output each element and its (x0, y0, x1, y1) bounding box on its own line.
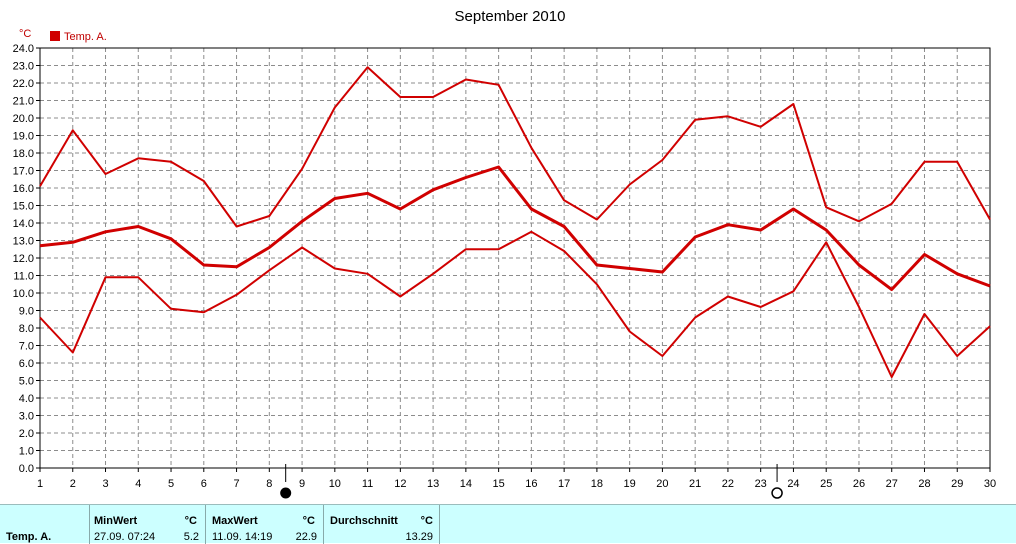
chart-title: September 2010 (455, 8, 566, 25)
y-tick-label: 15.0 (13, 201, 34, 213)
x-tick-label: 27 (886, 478, 898, 490)
y-tick-label: 11.0 (13, 271, 34, 283)
min-value: 5.2 (183, 531, 199, 543)
stats-avg-cell: Durchschnitt °C 13.29 (324, 505, 440, 544)
x-tick-label: 21 (689, 478, 701, 490)
y-tick-label: 0.0 (19, 463, 34, 475)
x-tick-label: 19 (624, 478, 636, 490)
stats-row-label: Temp. A. (6, 531, 52, 543)
y-tick-label: 9.0 (19, 306, 34, 318)
stats-max-cell: MaxWert °C 11.09. 14:19 22.9 (206, 505, 324, 544)
new-moon-icon (280, 487, 292, 499)
y-tick-label: 3.0 (19, 411, 34, 423)
x-tick-label: 9 (299, 478, 305, 490)
x-tick-label: 7 (233, 478, 239, 490)
y-tick-label: 1.0 (19, 446, 34, 458)
x-tick-label: 4 (135, 478, 141, 490)
statistics-bar: Temp. A. MinWert °C 27.09. 07:24 5.2 Max… (0, 504, 1016, 544)
min-unit: °C (184, 515, 197, 527)
x-tick-label: 1 (37, 478, 43, 490)
y-tick-label: 14.0 (13, 218, 34, 230)
x-tick-label: 6 (201, 478, 207, 490)
x-tick-label: 24 (787, 478, 799, 490)
x-axis-ticks: 1 2 3 4 5 6 7 8 9 10 11 12 13 14 15 16 17 18 19 20 21 22 23 24 2… (37, 468, 996, 490)
x-tick-label: 8 (266, 478, 272, 490)
x-tick-label: 23 (755, 478, 767, 490)
y-tick-label: 5.0 (19, 376, 34, 388)
max-header: MaxWert (212, 515, 258, 527)
y-tick-label: 22.0 (13, 78, 34, 90)
y-tick-label: 8.0 (19, 323, 34, 335)
avg-header: Durchschnitt (330, 515, 398, 527)
y-tick-label: 13.0 (13, 236, 34, 248)
legend-label[interactable]: Temp. A. (64, 31, 107, 43)
x-tick-label: 26 (853, 478, 865, 490)
max-unit: °C (302, 515, 315, 527)
y-tick-label: 17.0 (13, 166, 34, 178)
temperature-chart: September 2010 °C Temp. A. 0.0 1.0 2.0 3.0 4… (13, 8, 996, 499)
x-tick-label: 25 (820, 478, 832, 490)
x-tick-label: 30 (984, 478, 996, 490)
y-tick-label: 20.0 (13, 113, 34, 125)
y-tick-label: 6.0 (19, 358, 34, 370)
y-tick-label: 21.0 (13, 96, 34, 108)
stats-min-cell: MinWert °C 27.09. 07:24 5.2 (90, 505, 206, 544)
series-line-min (39, 230, 991, 378)
x-tick-label: 28 (918, 478, 930, 490)
series-lines (39, 66, 991, 378)
stats-label-cell (0, 505, 90, 544)
x-tick-label: 13 (427, 478, 439, 490)
y-tick-label: 12.0 (13, 253, 34, 265)
max-value: 22.9 (295, 531, 317, 543)
x-tick-label: 17 (558, 478, 570, 490)
y-axis-unit: °C (19, 28, 31, 40)
moon-phase-markers (280, 464, 783, 499)
avg-value: 13.29 (405, 531, 433, 543)
x-tick-label: 15 (492, 478, 504, 490)
y-tick-label: 10.0 (13, 288, 34, 300)
y-tick-label: 7.0 (19, 341, 34, 353)
y-tick-label: 2.0 (19, 428, 34, 440)
grid-lines (40, 48, 990, 468)
x-tick-label: 10 (329, 478, 341, 490)
x-tick-label: 12 (394, 478, 406, 490)
max-when: 11.09. 14:19 (212, 531, 273, 543)
full-moon-icon (771, 487, 783, 499)
series-line-avg (39, 165, 991, 291)
y-tick-label: 4.0 (19, 393, 34, 405)
y-tick-label: 19.0 (13, 131, 34, 143)
min-when: 27.09. 07:24 (94, 531, 156, 543)
y-tick-label: 23.0 (13, 61, 34, 73)
y-tick-label: 16.0 (13, 183, 34, 195)
x-tick-label: 18 (591, 478, 603, 490)
x-tick-label: 3 (102, 478, 108, 490)
x-tick-label: 22 (722, 478, 734, 490)
x-tick-label: 14 (460, 478, 472, 490)
y-tick-label: 18.0 (13, 148, 34, 160)
series-line-max (39, 66, 991, 228)
x-tick-label: 29 (951, 478, 963, 490)
y-axis-ticks: 0.0 1.0 2.0 3.0 4.0 5.0 6.0 7.0 8.0 9.0 10.0 11.0 12… (13, 43, 40, 475)
y-tick-label: 24.0 (13, 43, 34, 55)
x-tick-label: 5 (168, 478, 174, 490)
legend-swatch (50, 31, 60, 41)
min-header: MinWert (94, 515, 138, 527)
avg-unit: °C (420, 515, 433, 527)
x-tick-label: 16 (525, 478, 537, 490)
x-tick-label: 20 (656, 478, 668, 490)
x-tick-label: 2 (70, 478, 76, 490)
x-tick-label: 11 (362, 478, 373, 490)
